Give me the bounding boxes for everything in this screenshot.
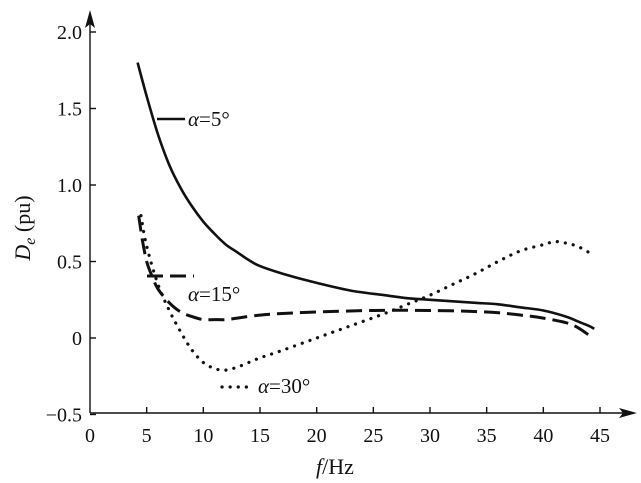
- x-tick-label: 5: [142, 425, 152, 447]
- x-tick-label: 40: [533, 425, 553, 447]
- x-tick-label: 35: [477, 425, 497, 447]
- ticks: 0 5 10 15 20 25 30 35 40 45−0.500.51.01.52.0: [46, 22, 610, 447]
- legend-label-3: α=30°: [258, 374, 310, 398]
- y-tick-label: 1.5: [57, 99, 82, 121]
- legend-label-2: α=15°: [188, 282, 240, 306]
- x-axis-arrow: [619, 408, 637, 418]
- legend: α=5° α=15° α=30°: [147, 107, 310, 398]
- x-tick-label: 30: [420, 425, 440, 447]
- x-tick-label: 10: [193, 425, 213, 447]
- y-tick-label: 1.0: [57, 175, 82, 197]
- y-axis-arrow: [85, 10, 95, 28]
- x-axis-label: f/Hz: [316, 454, 354, 479]
- y-tick-label: 0.5: [57, 252, 82, 274]
- x-tick-label: 45: [590, 425, 610, 447]
- y-tick-label: 2.0: [57, 22, 82, 44]
- x-tick-label: 25: [363, 425, 383, 447]
- series-lines: [136, 62, 595, 372]
- x-tick-label: 0: [85, 425, 95, 447]
- x-tick-label: 15: [250, 425, 270, 447]
- series-line-1: [136, 62, 595, 330]
- y-tick-label: 0: [72, 328, 82, 350]
- y-tick-label: −0.5: [46, 405, 82, 427]
- x-tick-label: 20: [307, 425, 327, 447]
- axes: [85, 10, 637, 418]
- y-axis-label: De (pu): [10, 195, 39, 261]
- series-line-2: [137, 215, 590, 337]
- series-line-3: [139, 214, 591, 372]
- legend-label-1: α=5°: [188, 107, 230, 131]
